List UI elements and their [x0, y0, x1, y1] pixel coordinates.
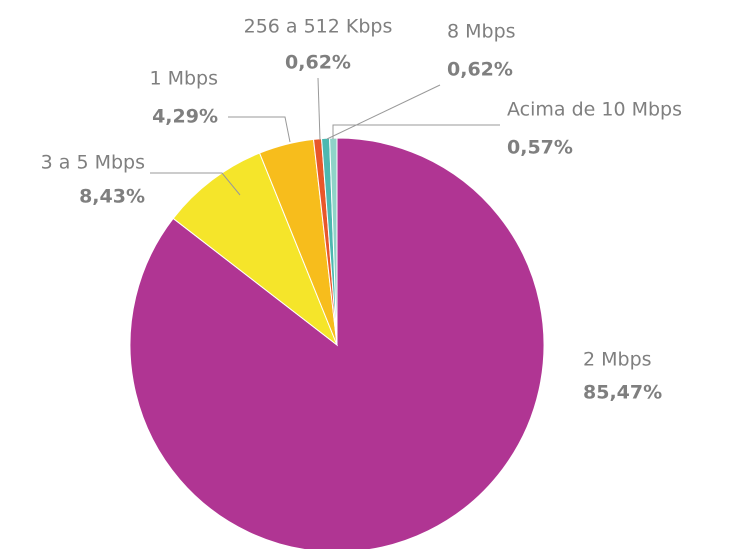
leader-line — [150, 172, 241, 196]
slice-value-label: 4,29% — [152, 106, 218, 128]
slice-label: 3 a 5 Mbps — [41, 152, 145, 174]
pie-slice — [172, 152, 339, 347]
slice-label: 256 a 512 Kbps — [244, 16, 393, 38]
leader-line — [317, 77, 321, 141]
leader-line — [228, 116, 291, 143]
leader-line — [326, 84, 441, 140]
leader-line — [332, 124, 500, 139]
slice-value-label: 85,47% — [583, 382, 662, 404]
slice-label: 2 Mbps — [583, 349, 652, 371]
slice-label: 1 Mbps — [149, 68, 218, 90]
slice-value-label: 0,57% — [507, 137, 573, 159]
slice-value-label: 0,62% — [285, 52, 351, 74]
slice-value-label: 0,62% — [447, 59, 513, 81]
slice-label: Acima de 10 Mbps — [507, 99, 682, 121]
slice-value-label: 8,43% — [79, 186, 145, 208]
slice-label: 8 Mbps — [447, 21, 516, 43]
